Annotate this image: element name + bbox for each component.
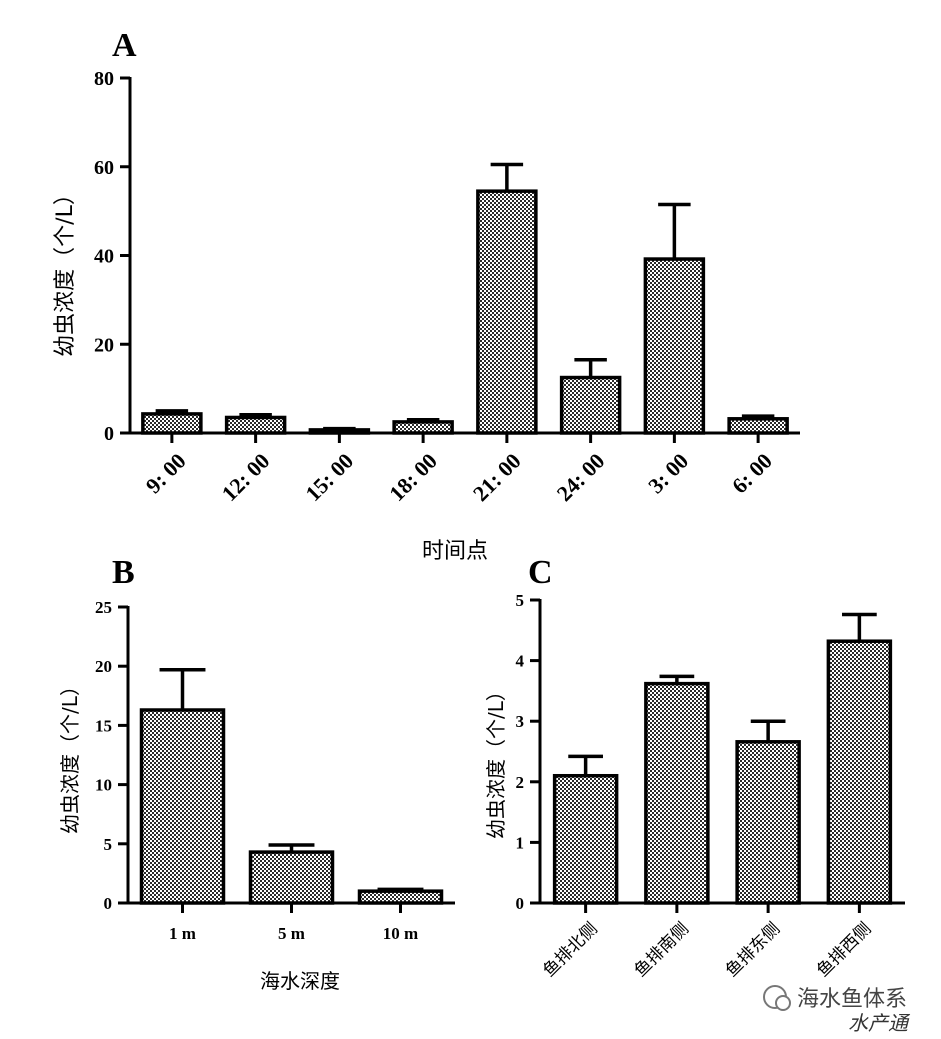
bar [476,189,538,435]
panel-c: C 0 1 2 3 4 5 鱼排北侧 鱼排南侧 鱼排东侧 鱼排西侧 幼虫浓度（个/L） [484,554,905,981]
bar [727,417,789,435]
x-tick-label: 鱼排东侧 [722,919,784,981]
y-tick-label: 5 [516,591,525,610]
bar [139,708,226,905]
y-tick-label: 4 [516,652,525,671]
panel-letter: B [112,554,135,591]
y-tick-label: 80 [94,68,114,90]
y-tick-label: 0 [516,894,525,913]
bar [357,889,444,905]
y-axis-title: 幼虫浓度（个/L） [53,183,78,357]
x-tick-label: 21: 00 [468,448,526,506]
x-tick-label: 24: 00 [552,448,610,506]
x-tick-label: 5 m [278,924,305,943]
panel-letter: A [112,27,137,64]
x-axis-title: 时间点 [422,539,488,564]
watermark: 海水鱼体系 水产通 [763,985,911,1035]
panel-letter: C [528,554,553,591]
watermark-line2: 水产通 [848,1011,911,1035]
panel-a: A 0 20 40 60 80 9: 00 12: 00 15: 00 18: 00 21: 00 2… [53,27,800,564]
wechat-icon-bubble [775,995,791,1011]
bar [224,415,287,435]
y-tick-label: 60 [94,157,114,179]
bar [552,773,619,905]
x-tick-label: 18: 00 [384,448,442,506]
y-tick-label: 20 [94,334,114,356]
x-tick-label: 鱼排北侧 [539,919,601,981]
x-tick-label: 鱼排南侧 [631,919,693,981]
bar [141,412,203,435]
bar [643,257,706,435]
y-tick-label: 15 [95,716,112,735]
y-tick-label: 1 [516,833,525,852]
panel-b: B 0 5 10 15 20 25 1 m 5 m 10 m 幼虫浓度（个/L） 海水深度 [58,554,455,993]
bar [308,428,371,435]
watermark-line1: 海水鱼体系 [797,987,907,1012]
bar [735,740,801,905]
x-tick-label: 3: 00 [643,448,693,498]
bar [644,681,710,905]
y-tick-label: 20 [95,657,112,676]
x-tick-label: 12: 00 [217,448,275,506]
y-tick-label: 0 [104,894,113,913]
x-tick-label: 1 m [169,924,196,943]
y-tick-label: 2 [516,773,525,792]
y-axis-title: 幼虫浓度（个/L） [58,676,82,834]
x-tick-label: 15: 00 [300,448,358,506]
x-axis-title: 海水深度 [260,969,340,993]
x-tick-label: 鱼排西侧 [813,919,875,981]
x-tick-label: 9: 00 [141,448,191,498]
y-tick-label: 25 [95,598,112,617]
bar [826,639,893,905]
x-tick-label: 10 m [383,924,418,943]
bar [559,375,622,435]
bar [248,850,335,905]
bar [392,420,454,435]
y-tick-label: 0 [104,423,114,445]
y-axis-title: 幼虫浓度（个/L） [484,681,508,839]
y-tick-label: 5 [104,835,113,854]
y-tick-label: 3 [516,712,525,731]
x-tick-label: 6: 00 [727,448,777,498]
y-tick-label: 40 [94,246,114,268]
y-tick-label: 10 [95,776,112,795]
